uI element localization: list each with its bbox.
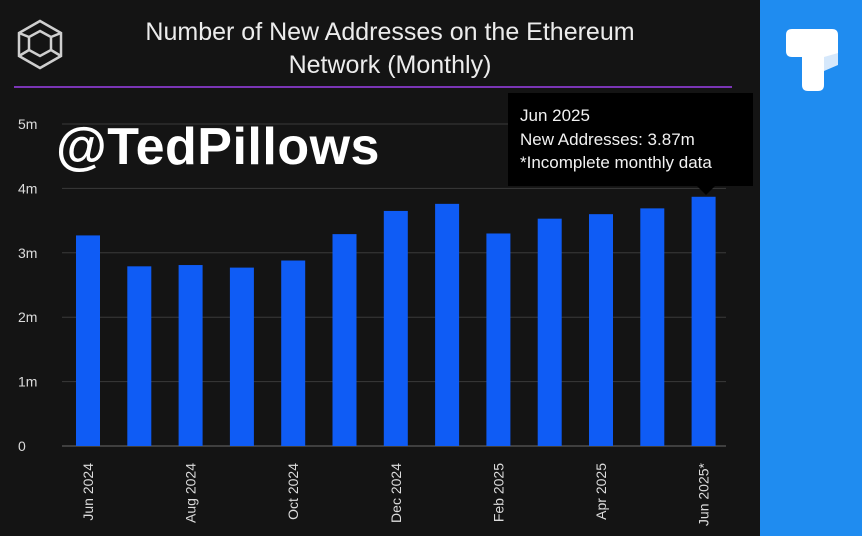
tooltip-pointer bbox=[697, 186, 715, 195]
y-tick-label: 2m bbox=[18, 309, 37, 325]
bar[interactable] bbox=[281, 260, 306, 446]
chart-title-line-1: Number of New Addresses on the Ethereum bbox=[145, 18, 635, 46]
x-tick-label: Apr 2025 bbox=[593, 463, 609, 520]
bar[interactable] bbox=[178, 265, 203, 446]
bar[interactable] bbox=[486, 233, 511, 446]
tooltip-month: Jun 2025 bbox=[520, 106, 590, 125]
bar[interactable] bbox=[691, 196, 716, 446]
bar[interactable] bbox=[589, 214, 613, 446]
bar[interactable] bbox=[229, 267, 254, 446]
chart-title-line-2: Network (Monthly) bbox=[288, 51, 492, 79]
y-axis-tick-labels: 0 1m 2m 3m 4m 5m bbox=[18, 116, 37, 454]
tooltip: Jun 2025 New Addresses: 3.87m *Incomplet… bbox=[508, 93, 753, 186]
bars bbox=[76, 196, 716, 446]
y-tick-label: 5m bbox=[18, 116, 37, 132]
x-tick-label: Oct 2024 bbox=[285, 463, 301, 520]
x-tick-label: Feb 2025 bbox=[490, 463, 506, 522]
brand-sidebar bbox=[760, 0, 862, 536]
bar-chart: 0 1m 2m 3m 4m 5m Jun 2024 Aug 2024 Oct 2024 Dec … bbox=[18, 116, 726, 526]
bar[interactable] bbox=[537, 218, 562, 446]
chart-panel: Number of New Addresses on the Ethereum … bbox=[14, 16, 753, 527]
brand-logo-icon bbox=[786, 29, 838, 91]
chart-title: Number of New Addresses on the Ethereum … bbox=[80, 16, 700, 82]
bar[interactable] bbox=[640, 208, 665, 446]
bar[interactable] bbox=[127, 266, 152, 446]
x-tick-label: Dec 2024 bbox=[388, 463, 404, 523]
y-tick-label: 3m bbox=[18, 245, 37, 261]
cube-logo-icon bbox=[17, 19, 63, 70]
y-tick-label: 0 bbox=[18, 438, 26, 454]
watermark-handle: @TedPillows bbox=[56, 118, 380, 176]
bar[interactable] bbox=[383, 210, 408, 446]
bar[interactable] bbox=[435, 203, 460, 446]
tooltip-value: New Addresses: 3.87m bbox=[520, 129, 695, 149]
y-tick-label: 1m bbox=[18, 374, 37, 390]
x-tick-label: Jun 2024 bbox=[80, 463, 96, 521]
bar[interactable] bbox=[332, 234, 357, 446]
y-tick-label: 4m bbox=[18, 180, 37, 196]
bar[interactable] bbox=[76, 235, 100, 446]
x-tick-label: Aug 2024 bbox=[183, 463, 199, 523]
x-tick-label: Jun 2025* bbox=[696, 462, 712, 526]
title-divider bbox=[14, 86, 732, 88]
tooltip-note: *Incomplete monthly data bbox=[520, 153, 712, 172]
x-axis-tick-labels: Jun 2024 Aug 2024 Oct 2024 Dec 2024 Feb 2025… bbox=[80, 462, 712, 526]
